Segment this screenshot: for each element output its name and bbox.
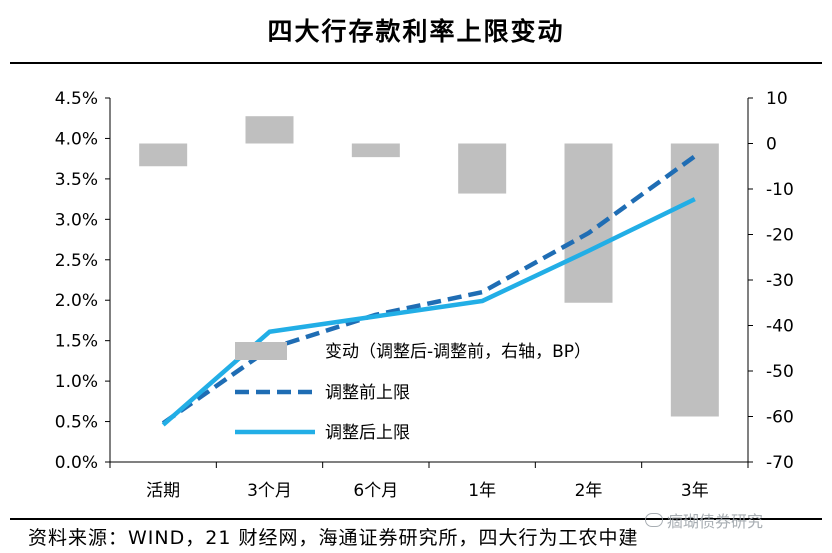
right-tick-label: 0	[766, 135, 777, 155]
chart-title: 四大行存款利率上限变动	[267, 17, 565, 46]
x-tick-label: 6个月	[353, 481, 398, 501]
watermark: 痼瑚债券研究	[645, 508, 763, 532]
footer-divider	[10, 518, 822, 520]
right-tick-label: 10	[766, 89, 788, 109]
left-tick-label: 2.5%	[55, 251, 98, 271]
chart: 0.0% 0.5% 1.0% 1.5% 2.0% 2.5% 3.0% 3.5% 4.0% 4.5%…	[55, 89, 794, 501]
left-tick-label: 1.5%	[55, 332, 98, 352]
x-tick-label: 1年	[468, 481, 496, 501]
right-tick-label: -50	[766, 362, 794, 382]
left-tick-label: 3.5%	[55, 170, 98, 190]
bar	[139, 143, 188, 167]
left-tick-label: 4.5%	[55, 89, 98, 109]
source-note: 资料来源：WIND，21 财经网，海通证券研究所，四大行为工农中建	[28, 527, 639, 549]
chat-bubble-icon	[645, 513, 663, 527]
title-bar: 四大行存款利率上限变动	[0, 0, 832, 68]
legend-swatch-bar	[235, 342, 287, 360]
x-tick-label: 3个月	[247, 481, 292, 501]
left-tick-label: 4.0%	[55, 129, 98, 149]
bar	[670, 143, 719, 417]
x-tick-label: 活期	[146, 481, 180, 501]
right-tick-label: -10	[766, 180, 794, 200]
legend-label: 调整后上限	[325, 423, 410, 443]
right-tick-label: -20	[766, 226, 794, 246]
left-tick-label: 3.0%	[55, 210, 98, 230]
bar	[245, 116, 294, 144]
left-tick-label: 0.5%	[55, 413, 98, 433]
left-tick-label: 0.0%	[55, 453, 98, 473]
right-tick-label: -60	[766, 408, 794, 428]
title-divider	[10, 62, 822, 64]
bar	[458, 143, 507, 194]
x-tick-label: 2年	[575, 481, 603, 501]
left-tick-label: 2.0%	[55, 291, 98, 311]
series-line-before	[161, 154, 697, 426]
bar	[351, 143, 400, 158]
right-tick-label: -30	[766, 271, 794, 291]
right-tick-label: -40	[766, 317, 794, 337]
watermark-text: 痼瑚债券研究	[667, 512, 764, 531]
right-tick-label: -70	[766, 453, 794, 473]
legend-label: 调整前上限	[325, 383, 410, 403]
legend-label: 变动（调整后-调整前，右轴，BP）	[325, 342, 591, 362]
left-tick-label: 1.0%	[55, 372, 98, 392]
x-tick-label: 3年	[681, 481, 709, 501]
